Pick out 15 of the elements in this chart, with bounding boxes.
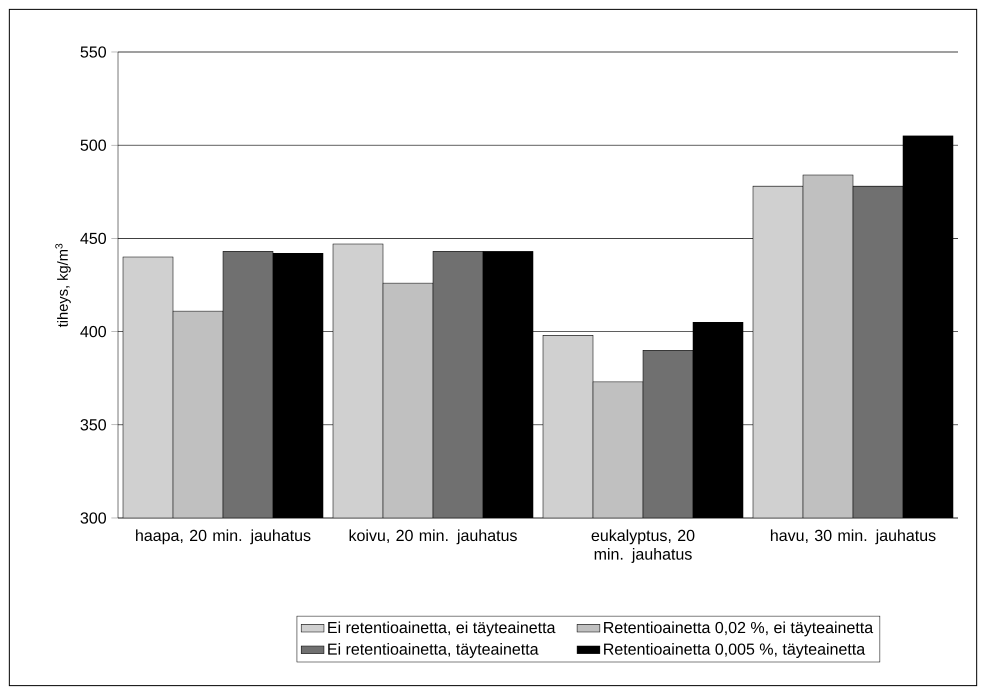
x-tick-label: haapa, 20 min. jauhatus [136,529,310,544]
legend-label: Retentioainetta 0,02 %, ei täyteainetta [604,621,874,636]
y-tick-label: 300 [80,512,106,524]
y-tick-label: 400 [80,326,106,338]
y-axis-title: tiheys, kg/m$^{3}$ [55,244,71,328]
y-tick-label: 450 [80,232,106,244]
x-tick-label: havu, 30 min. jauhatus [770,529,936,544]
y-tick-label: 550 [80,46,106,58]
legend-label: Ei retentioainetta, täyteainetta [328,643,539,658]
legend-label: Ei retentioainetta, ei täyteainetta [328,621,556,636]
x-tick-label: eukalyptus, 20 min. jauhatus [592,529,694,563]
legend-label: Retentioainetta 0,005 %, täyteainetta [604,643,866,658]
y-tick-label: 500 [80,140,106,151]
y-tick-label: 350 [80,419,106,430]
x-tick-label: koivu, 20 min. jauhatus [350,529,517,544]
